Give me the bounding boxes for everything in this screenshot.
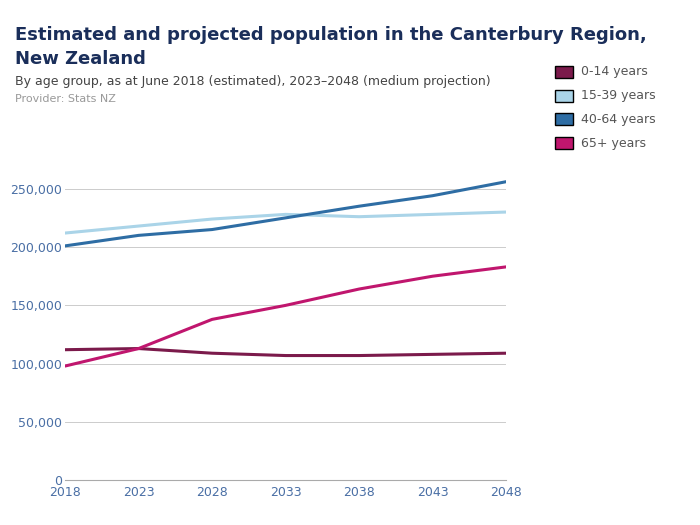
Text: Estimated and projected population in the Canterbury Region,: Estimated and projected population in th… (15, 26, 647, 44)
Text: New Zealand: New Zealand (15, 50, 146, 68)
Text: 15-39 years: 15-39 years (581, 89, 656, 102)
Text: Provider: Stats NZ: Provider: Stats NZ (15, 94, 116, 104)
Text: 40-64 years: 40-64 years (581, 112, 656, 125)
Text: 0-14 years: 0-14 years (581, 66, 648, 79)
Text: figure.nz: figure.nz (580, 23, 664, 39)
Text: 65+ years: 65+ years (581, 136, 646, 150)
Text: By age group, as at June 2018 (estimated), 2023–2048 (medium projection): By age group, as at June 2018 (estimated… (15, 75, 491, 88)
